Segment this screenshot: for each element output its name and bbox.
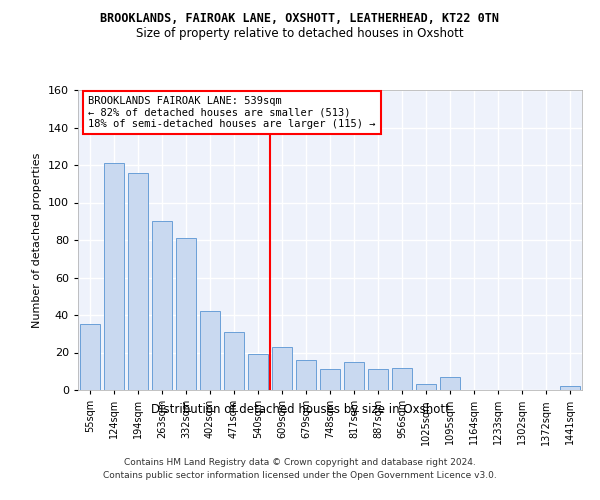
Bar: [176, 238, 196, 390]
Bar: [272, 347, 292, 390]
Bar: [104, 163, 124, 390]
Bar: [248, 354, 268, 390]
Bar: [152, 221, 172, 390]
Text: BROOKLANDS, FAIROAK LANE, OXSHOTT, LEATHERHEAD, KT22 0TN: BROOKLANDS, FAIROAK LANE, OXSHOTT, LEATH…: [101, 12, 499, 26]
Bar: [296, 360, 316, 390]
Bar: [128, 172, 148, 390]
Y-axis label: Number of detached properties: Number of detached properties: [32, 152, 42, 328]
Bar: [416, 384, 436, 390]
Bar: [392, 368, 412, 390]
Text: Contains HM Land Registry data © Crown copyright and database right 2024.: Contains HM Land Registry data © Crown c…: [124, 458, 476, 467]
Text: BROOKLANDS FAIROAK LANE: 539sqm
← 82% of detached houses are smaller (513)
18% o: BROOKLANDS FAIROAK LANE: 539sqm ← 82% of…: [88, 96, 376, 129]
Text: Distribution of detached houses by size in Oxshott: Distribution of detached houses by size …: [151, 402, 449, 415]
Text: Size of property relative to detached houses in Oxshott: Size of property relative to detached ho…: [136, 28, 464, 40]
Bar: [320, 370, 340, 390]
Bar: [560, 386, 580, 390]
Bar: [344, 362, 364, 390]
Bar: [368, 370, 388, 390]
Bar: [80, 324, 100, 390]
Bar: [440, 377, 460, 390]
Text: Contains public sector information licensed under the Open Government Licence v3: Contains public sector information licen…: [103, 470, 497, 480]
Bar: [200, 311, 220, 390]
Bar: [224, 332, 244, 390]
